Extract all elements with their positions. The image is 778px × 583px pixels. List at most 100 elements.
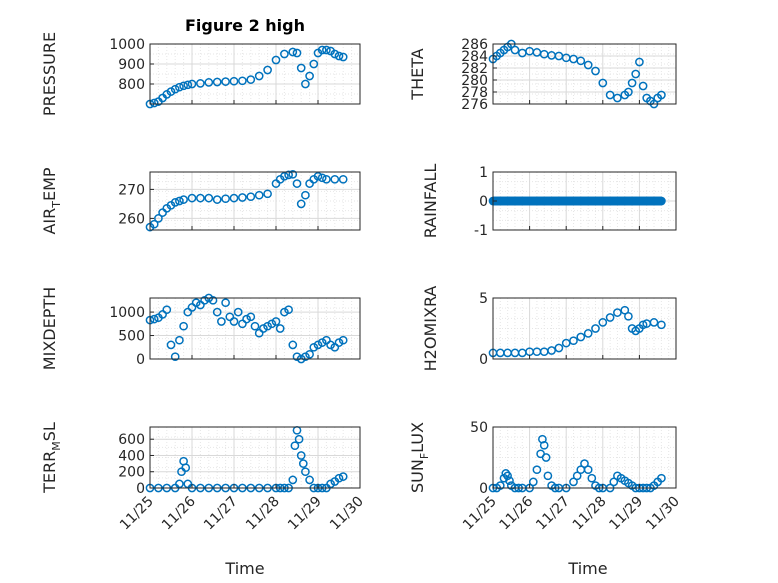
data-point: [254, 71, 264, 81]
data-point: [620, 305, 630, 315]
data-point: [580, 459, 589, 468]
data-point: [296, 63, 306, 73]
data-point: [229, 317, 239, 326]
x-tick-label: 11/30: [643, 494, 683, 534]
data-point: [598, 78, 608, 88]
figure-title: Figure 2 high: [185, 16, 305, 35]
data-point: [170, 352, 180, 362]
data-point: [301, 190, 310, 200]
data-point: [275, 324, 285, 333]
data-point: [280, 49, 289, 59]
x-tick-label: 11/30: [327, 494, 367, 534]
data-point: [313, 340, 323, 350]
data-point: [624, 311, 633, 321]
subplot-air_temp: 260 270 AIRTEMP: [40, 167, 361, 235]
data-point: [532, 465, 542, 475]
data-point: [609, 477, 619, 487]
data-point: [583, 329, 593, 338]
data-point: [657, 90, 666, 100]
data-point: [330, 174, 340, 184]
data-point: [294, 434, 304, 444]
data-point: [288, 340, 298, 350]
y-tick-label: 0: [479, 194, 488, 210]
data-point: [338, 174, 348, 184]
data-point: [298, 459, 308, 468]
data-point: [217, 317, 226, 326]
data-point: [605, 90, 615, 100]
data-point: [183, 80, 193, 90]
data-point: [179, 195, 188, 204]
data-point: [309, 342, 319, 352]
x-tick-label: 11/26: [497, 493, 537, 533]
y-tick-label: 0: [479, 352, 488, 368]
x-axis-label-left: Time: [224, 559, 264, 578]
data-point: [208, 295, 218, 305]
data-point: [576, 332, 586, 342]
data-point: [259, 324, 268, 333]
y-axis-label: TERRMSL: [40, 422, 63, 494]
axes-box: [492, 426, 677, 489]
data-point: [254, 190, 264, 200]
data-point: [162, 305, 172, 315]
data-point: [250, 321, 260, 331]
data-point: [290, 441, 300, 451]
data-point: [539, 440, 549, 450]
axes-box: [492, 297, 677, 360]
data-point: [271, 55, 281, 65]
data-point: [221, 194, 230, 204]
axes-box: [149, 43, 361, 105]
data-point: [204, 193, 214, 203]
data-point: [301, 467, 310, 477]
data-point: [221, 77, 230, 86]
data-point: [246, 75, 256, 84]
data-point: [233, 307, 243, 317]
data-point: [338, 335, 348, 345]
y-tick-label: 1: [479, 165, 488, 181]
data-point: [305, 349, 314, 359]
data-point: [288, 169, 298, 179]
y-tick-label: 276: [461, 97, 488, 113]
x-tick-label: 11/25: [117, 494, 157, 534]
data-point: [212, 77, 222, 87]
data-point: [292, 48, 302, 58]
y-axis-label: AIRTEMP: [40, 167, 63, 234]
data-point: [267, 319, 277, 329]
axes-box: [149, 171, 361, 231]
data-point: [175, 82, 184, 92]
data-point: [229, 76, 239, 86]
data-point: [238, 193, 247, 202]
data-point: [330, 49, 340, 59]
data-point: [334, 51, 344, 61]
data-point: [587, 473, 597, 483]
data-point: [313, 171, 323, 181]
data-point: [657, 320, 666, 330]
data-point: [326, 340, 335, 350]
y-tick-label: 900: [118, 57, 145, 73]
data-point: [541, 453, 551, 462]
data-point: [503, 471, 512, 481]
subplot-pressure: 800 900 1000 PRESSURE: [40, 32, 361, 116]
data-point: [635, 57, 644, 67]
data-point: [170, 84, 180, 94]
data-point: [554, 343, 564, 353]
data-point: [591, 324, 600, 333]
data-point: [338, 472, 348, 481]
data-point: [166, 340, 176, 350]
data-point: [569, 477, 578, 487]
y-axis-label: RAINFALL: [421, 164, 440, 239]
y-tick-label: 800: [118, 77, 145, 93]
data-point: [624, 87, 633, 97]
y-axis-label: THETA: [408, 48, 427, 100]
y-tick-label: 260: [118, 211, 145, 227]
data-point: [583, 60, 593, 70]
data-point: [179, 321, 188, 331]
data-point: [175, 335, 184, 345]
data-point: [149, 219, 159, 229]
x-tick-label: 11/27: [201, 494, 241, 534]
data-point: [576, 56, 586, 66]
data-point: [569, 336, 578, 346]
data-point: [229, 193, 239, 203]
